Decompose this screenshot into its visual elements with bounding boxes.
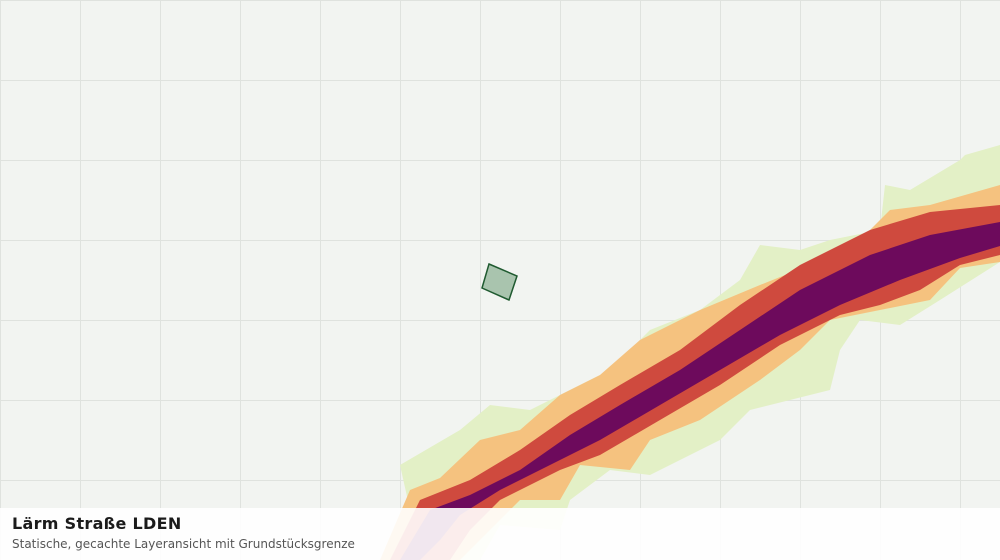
noise-zone-very-high <box>400 222 1000 560</box>
layer-subtitle: Statische, gecachte Layeransicht mit Gru… <box>12 537 355 551</box>
parcel-boundary[interactable] <box>481 262 518 302</box>
info-panel: Lärm Straße LDEN Statische, gecachte Lay… <box>0 508 1000 560</box>
layer-title: Lärm Straße LDEN <box>12 514 182 533</box>
